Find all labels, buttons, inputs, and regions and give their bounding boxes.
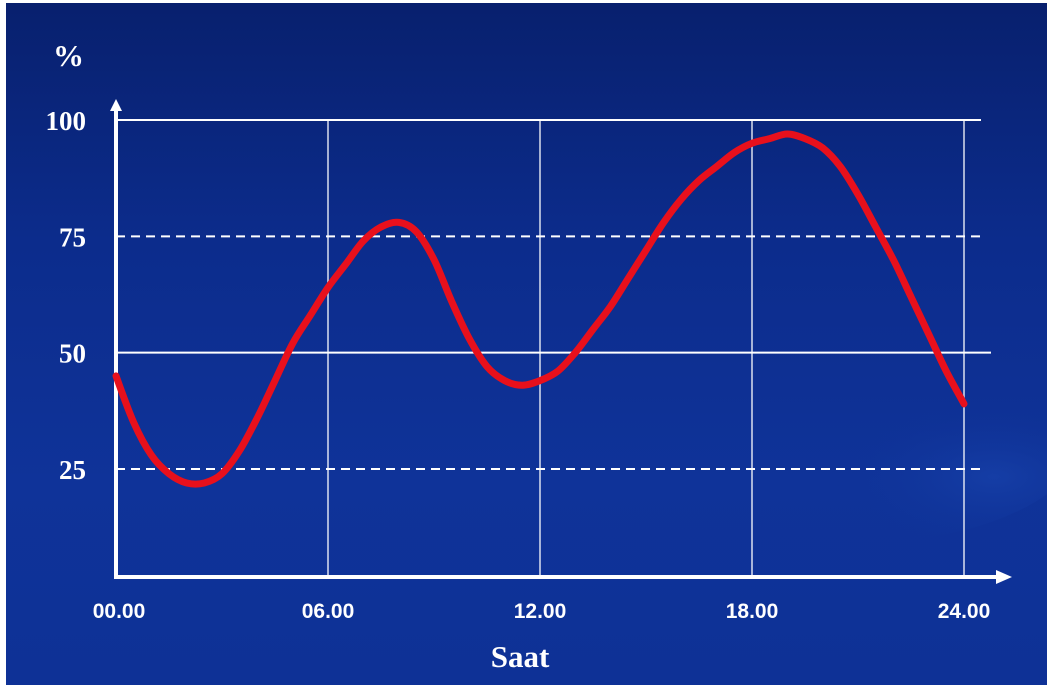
x-axis-title: Saat xyxy=(491,639,550,674)
x-tick-label-18-00: 18.00 xyxy=(726,600,779,623)
x-tick-label-06-00: 06.00 xyxy=(302,600,355,623)
chart-panel: 25 50 75 100 00.00 06.00 12.00 18.00 24.00 % Saa… xyxy=(6,3,1047,685)
x-axis-arrow xyxy=(996,570,1012,584)
y-axis-arrow xyxy=(110,99,122,111)
y-tick-label-100: 100 xyxy=(46,106,87,136)
line-chart: 25 50 75 100 00.00 06.00 12.00 18.00 24.00 % Saa… xyxy=(46,38,1047,674)
axes xyxy=(110,99,1012,584)
y-tick-label-75: 75 xyxy=(59,222,86,252)
y-tick-label-25: 25 xyxy=(59,455,86,485)
series-line-0 xyxy=(112,130,968,488)
background-swoosh xyxy=(626,323,1047,543)
y-tick-label-50: 50 xyxy=(59,339,86,369)
grid xyxy=(116,119,991,577)
series-layer xyxy=(112,130,968,488)
y-axis-title: % xyxy=(53,38,84,73)
tick-labels: 25 50 75 100 00.00 06.00 12.00 18.00 24.00 xyxy=(46,106,991,623)
x-tick-label-24-00: 24.00 xyxy=(938,600,991,623)
x-tick-label-00-00: 00.00 xyxy=(93,600,146,623)
x-tick-label-12-00: 12.00 xyxy=(514,600,567,623)
